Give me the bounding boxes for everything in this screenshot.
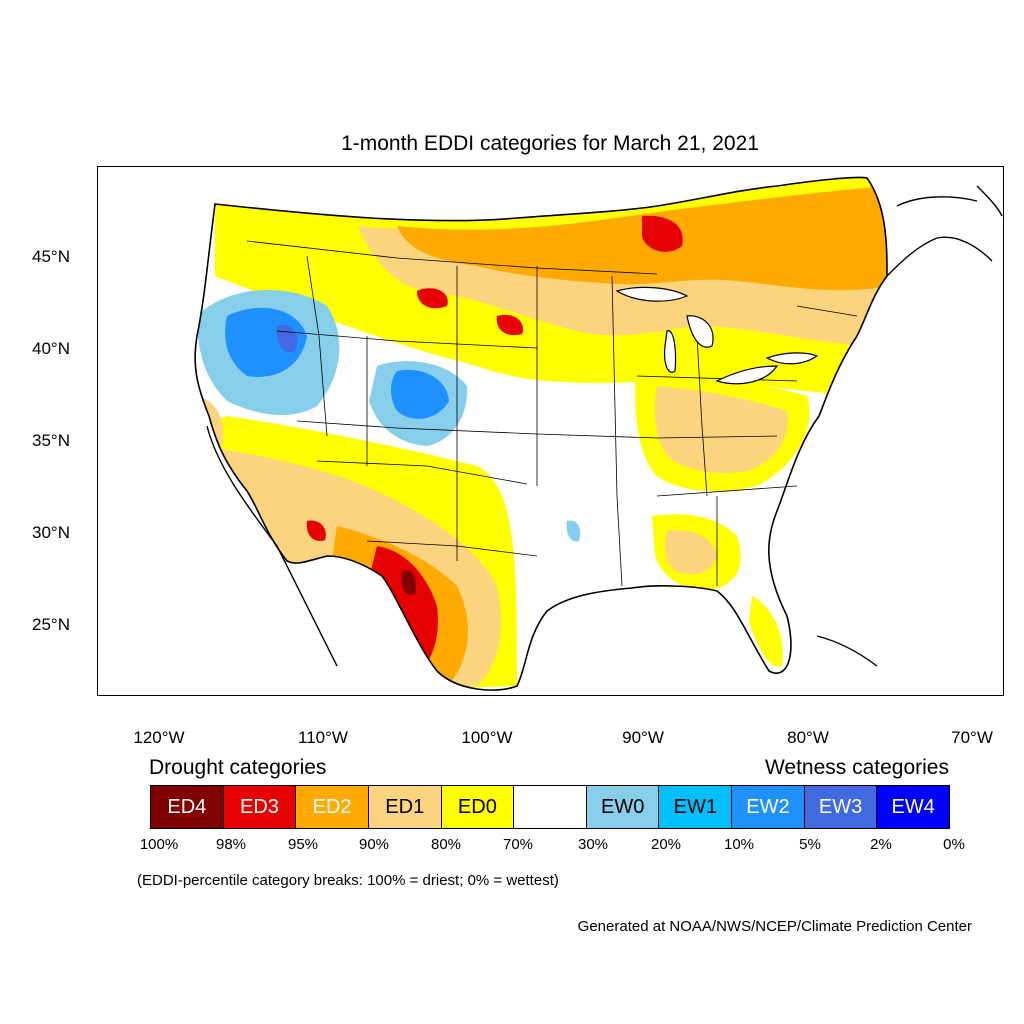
region-ew1-central bbox=[391, 369, 449, 419]
legend-swatch-ed0: ED0 bbox=[441, 786, 515, 828]
credit-line: Generated at NOAA/NWS/NCEP/Climate Predi… bbox=[577, 918, 972, 935]
lon-label-70: 70°W bbox=[951, 728, 993, 747]
percent-break-label: 80% bbox=[430, 836, 462, 853]
percent-break-label: 2% bbox=[870, 836, 892, 853]
legend-swatch-ew0: EW0 bbox=[586, 786, 660, 828]
lon-label-90: 90°W bbox=[622, 728, 664, 747]
percent-break-label: 10% bbox=[723, 836, 755, 853]
region-ed1-southeast bbox=[665, 530, 717, 575]
legend-swatch-ed3: ED3 bbox=[223, 786, 297, 828]
region-ed2-north bbox=[397, 186, 887, 291]
category-breaks-note: (EDDI-percentile category breaks: 100% =… bbox=[137, 872, 559, 889]
region-ed4-southwest bbox=[401, 570, 417, 595]
legend-swatch-ed4: ED4 bbox=[151, 786, 224, 828]
legend-swatch-ew2: EW2 bbox=[732, 786, 805, 828]
lon-label-100: 100°W bbox=[461, 728, 513, 747]
legend-swatch-ed2: ED2 bbox=[296, 786, 369, 828]
percent-break-label: 100% bbox=[139, 836, 179, 853]
percent-break-label: 30% bbox=[577, 836, 609, 853]
region-ed1-east bbox=[654, 386, 788, 473]
lon-label-110: 110°W bbox=[298, 728, 348, 747]
lat-label-35: 35°N bbox=[32, 431, 70, 450]
wetness-categories-title: Wetness categories bbox=[764, 756, 949, 779]
percent-break-label: 95% bbox=[287, 836, 319, 853]
legend-swatch-ed1: ED1 bbox=[368, 786, 442, 828]
region-ed0-florida bbox=[749, 596, 783, 667]
percent-break-label: 20% bbox=[650, 836, 682, 853]
lat-label-30: 30°N bbox=[32, 523, 70, 542]
percent-break-label: 90% bbox=[358, 836, 390, 853]
percent-break-label: 0% bbox=[943, 836, 965, 853]
lat-label-45: 45°N bbox=[32, 247, 70, 266]
legend-bar: ED4 ED3 ED2 ED1 ED0 EW0 EW1 EW2 EW3 EW4 bbox=[150, 785, 950, 829]
region-ed3-north-c bbox=[496, 314, 523, 336]
great-lakes bbox=[615, 286, 819, 385]
map-title: 1-month EDDI categories for March 21, 20… bbox=[341, 132, 759, 155]
lat-label-25: 25°N bbox=[32, 615, 70, 634]
legend-swatch-ew4: EW4 bbox=[877, 786, 950, 828]
state-boundaries bbox=[246, 240, 858, 587]
region-ed3-north-b bbox=[417, 288, 448, 309]
lon-label-120: 120°W bbox=[133, 728, 185, 747]
percent-break-label: 70% bbox=[502, 836, 534, 853]
percent-break-label: 5% bbox=[799, 836, 821, 853]
region-ew0-texas bbox=[566, 520, 581, 542]
map-frame bbox=[97, 166, 1004, 696]
region-ew2-west bbox=[225, 307, 307, 377]
region-ed3-az bbox=[306, 520, 326, 542]
drought-categories-title: Drought categories bbox=[149, 756, 327, 779]
other-coastlines bbox=[206, 185, 1003, 667]
legend-swatch-ew3: EW3 bbox=[804, 786, 878, 828]
legend-swatch-neutral bbox=[514, 786, 587, 828]
region-ew3-west bbox=[276, 325, 298, 353]
region-ed3-north-a bbox=[642, 215, 683, 252]
legend-swatch-ew1: EW1 bbox=[659, 786, 733, 828]
percent-break-label: 98% bbox=[215, 836, 247, 853]
lat-label-40: 40°N bbox=[32, 339, 70, 358]
lon-label-80: 80°W bbox=[787, 728, 829, 747]
